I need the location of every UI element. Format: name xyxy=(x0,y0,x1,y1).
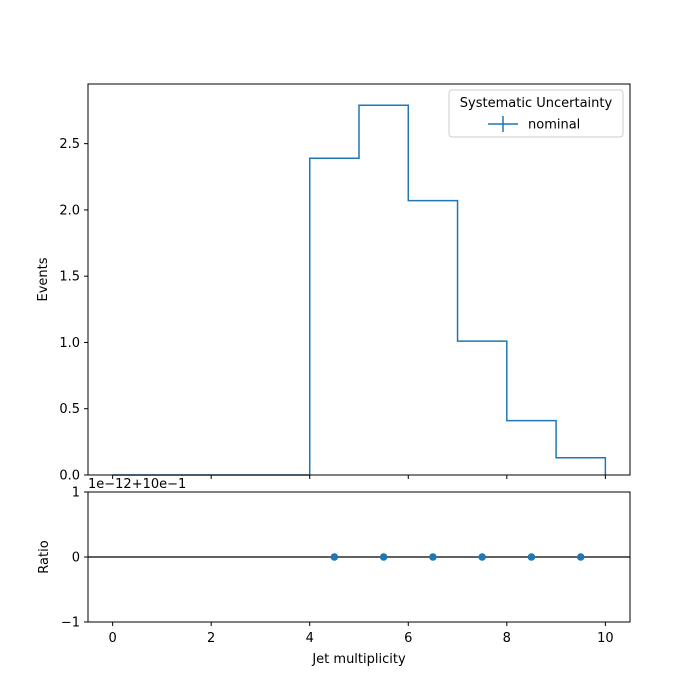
main-panel-frame xyxy=(87,83,631,476)
xtick-label: 0 xyxy=(108,631,116,646)
ratio-ytick-label: 1 xyxy=(72,486,80,501)
ratio-point xyxy=(429,553,437,561)
main-ylabel: Events xyxy=(36,257,51,301)
ratio-offset-label: 1e−12+10e−1 xyxy=(88,477,186,492)
ratio-point xyxy=(330,553,339,561)
ratio-point xyxy=(478,553,486,561)
legend-entry-nominal: nominal xyxy=(528,118,580,133)
main-ytick-label: 2.5 xyxy=(59,137,80,152)
ratio-point xyxy=(576,553,585,561)
main-ytick-label: 0.0 xyxy=(59,469,80,484)
ratio-point xyxy=(527,553,536,561)
ratio-ytick-label: 0 xyxy=(72,551,80,566)
main-ytick-label: 2.0 xyxy=(59,203,80,218)
xtick-label: 2 xyxy=(207,631,215,646)
main-ytick-label: 0.5 xyxy=(59,402,80,417)
main-ytick-label: 1.0 xyxy=(59,336,80,351)
xtick-label: 6 xyxy=(404,631,412,646)
main-ytick-label: 1.5 xyxy=(59,270,80,285)
ratio-point xyxy=(379,553,388,561)
xtick-label: 4 xyxy=(306,631,314,646)
ratio-ytick-label: −1 xyxy=(61,616,80,631)
legend-box xyxy=(448,89,624,138)
histogram-nominal-line xyxy=(112,104,607,476)
legend-title: Systematic Uncertainty xyxy=(460,96,613,111)
ratio-ylabel: Ratio xyxy=(37,540,52,573)
xtick-label: 8 xyxy=(503,631,511,646)
xtick-label: 10 xyxy=(597,631,614,646)
xlabel: Jet multiplicity xyxy=(311,652,406,667)
